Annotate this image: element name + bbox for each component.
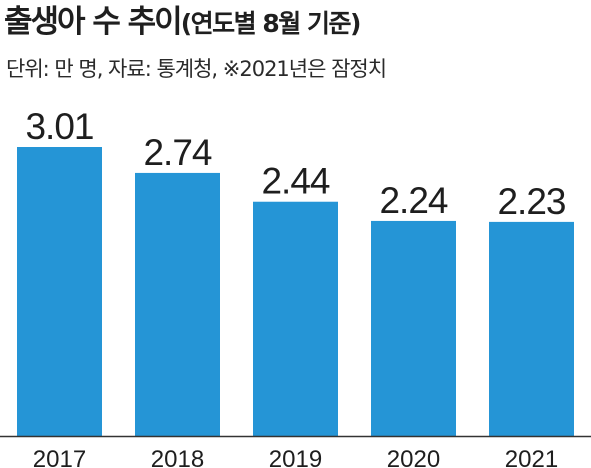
bar-2019 <box>253 201 338 436</box>
x-tick-label-2021: 2021 <box>505 446 558 468</box>
value-label-2020: 2.24 <box>379 180 447 221</box>
value-label-2021: 2.23 <box>497 181 565 222</box>
x-tick-label-2020: 2020 <box>387 446 440 468</box>
chart-title-main: 출생아 수 추이 <box>4 4 183 40</box>
x-tick-label-2018: 2018 <box>151 446 204 468</box>
chart-title-note: (연도별 8월 기준) <box>180 9 362 38</box>
value-label-2018: 2.74 <box>143 132 211 173</box>
x-tick-labels-layer: 2017 2018 2019 2020 2021 <box>33 446 558 468</box>
value-labels-layer: 3.01 2.74 2.44 2.24 2.23 <box>25 106 566 222</box>
bar-2021 <box>489 221 574 436</box>
value-label-2019: 2.44 <box>261 161 329 202</box>
x-tick-label-2019: 2019 <box>269 446 322 468</box>
bars-layer <box>17 147 574 436</box>
bar-2020 <box>371 220 456 436</box>
bar-2017 <box>17 147 102 436</box>
value-label-2017: 3.01 <box>25 106 93 147</box>
chart-subtitle: 단위: 만 명, 자료: 통계청, ※2021년은 잠정치 <box>6 57 387 81</box>
bar-2018 <box>135 172 220 436</box>
x-tick-label-2017: 2017 <box>33 446 86 468</box>
chart-title: 출생아 수 추이(연도별 8월 기준) <box>4 0 362 46</box>
